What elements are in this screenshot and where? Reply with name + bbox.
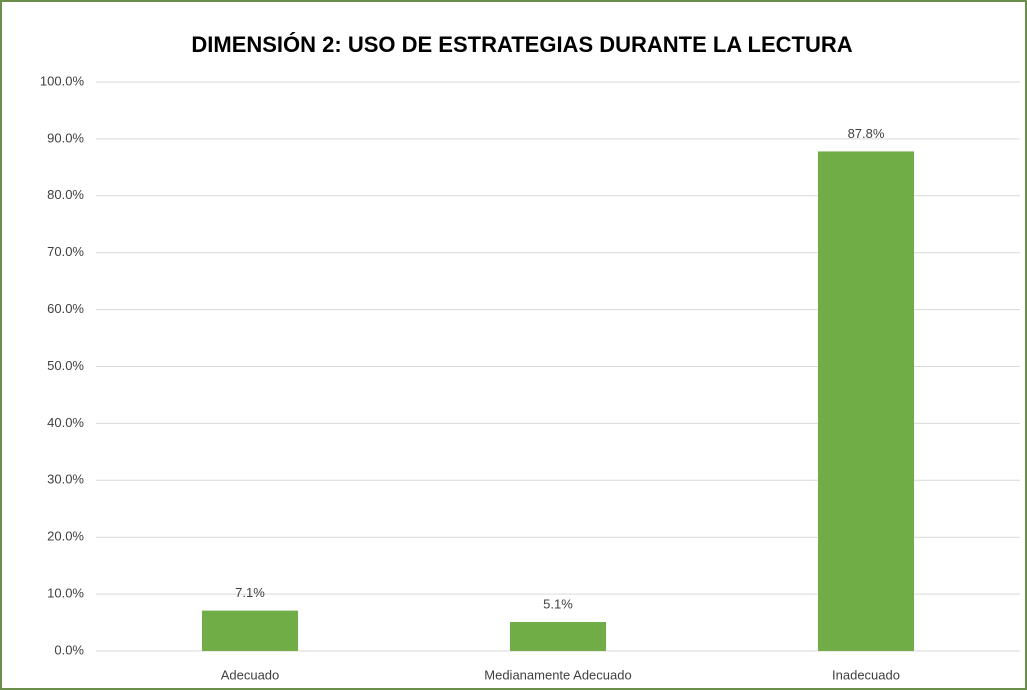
y-tick-label: 50.0% [47,358,84,373]
bar [510,621,606,651]
y-tick-label: 80.0% [47,187,84,202]
y-tick-label: 40.0% [47,415,84,430]
y-tick-label: 30.0% [47,472,84,487]
y-tick-label: 10.0% [47,586,84,601]
bar [202,610,298,651]
y-tick-label: 0.0% [54,642,84,657]
y-tick-label: 100.0% [40,73,85,88]
x-tick-label: Medianamente Adecuado [484,667,631,682]
y-tick-label: 20.0% [47,529,84,544]
y-tick-label: 90.0% [47,130,84,145]
data-label: 5.1% [543,596,573,611]
x-tick-label: Inadecuado [832,667,900,682]
data-label: 87.8% [848,126,885,141]
x-tick-label: Adecuado [221,667,280,682]
data-label: 7.1% [235,585,265,600]
y-tick-label: 70.0% [47,244,84,259]
bar [818,151,914,651]
chart-title: DIMENSIÓN 2: USO DE ESTRATEGIAS DURANTE … [191,32,852,57]
y-tick-label: 60.0% [47,301,84,316]
